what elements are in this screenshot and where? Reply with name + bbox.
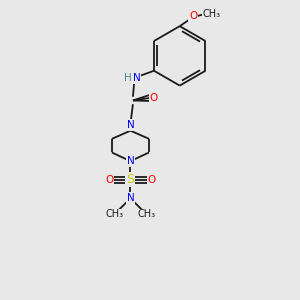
Text: N: N <box>127 120 134 130</box>
Text: H: H <box>124 73 131 83</box>
Text: O: O <box>189 11 197 21</box>
Text: CH₃: CH₃ <box>105 209 123 219</box>
Text: S: S <box>127 173 134 186</box>
Text: CH₃: CH₃ <box>203 9 221 19</box>
Text: N: N <box>127 156 134 166</box>
Text: CH₃: CH₃ <box>137 209 156 219</box>
Text: O: O <box>147 175 156 185</box>
Text: N: N <box>127 193 134 203</box>
Text: O: O <box>105 175 113 185</box>
Text: O: O <box>150 93 158 103</box>
Text: N: N <box>133 73 140 83</box>
